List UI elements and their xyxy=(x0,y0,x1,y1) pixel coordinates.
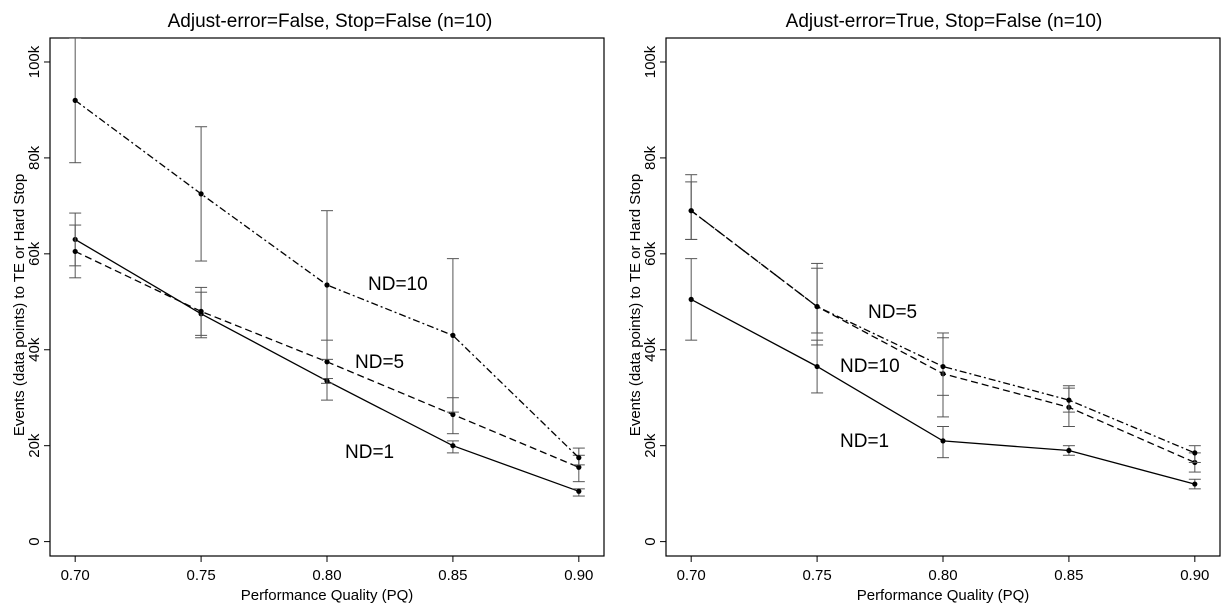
y-tick-label: 80k xyxy=(26,145,43,170)
x-tick-label: 0.70 xyxy=(61,567,90,584)
data-layer xyxy=(685,174,1201,490)
series-line-nd10 xyxy=(74,99,580,459)
series-label-nd5: ND=5 xyxy=(868,302,917,323)
data-point-nd1 xyxy=(814,363,820,370)
data-point-nd10 xyxy=(940,363,946,370)
series-label-nd5: ND=5 xyxy=(355,352,404,373)
x-tick-label: 0.90 xyxy=(1180,567,1209,584)
y-tick-label: 0 xyxy=(26,537,43,545)
right-chart-panel: Adjust-error=True, Stop=False (n=10) 0.70… xyxy=(627,11,1221,604)
chart-title: Adjust-error=False, Stop=False (n=10) xyxy=(168,11,493,32)
x-tick-label: 0.80 xyxy=(312,567,341,584)
y-tick-label: 40k xyxy=(26,337,43,362)
data-point-nd1 xyxy=(688,296,694,302)
data-point-nd10 xyxy=(450,332,456,338)
x-tick-label: 0.80 xyxy=(928,567,957,584)
x-axis-label: Performance Quality (PQ) xyxy=(241,587,414,604)
data-point-nd5 xyxy=(72,248,78,255)
data-point-nd5 xyxy=(324,359,330,365)
data-point-nd1 xyxy=(1192,481,1198,487)
y-axis-label: Events (data points) to TE or Hard Stop xyxy=(627,174,644,436)
series-line-nd10 xyxy=(690,210,1196,454)
data-point-nd10 xyxy=(198,191,204,197)
y-tick-label: 60k xyxy=(642,241,659,266)
data-point-nd1 xyxy=(940,438,946,444)
x-tick-label: 0.85 xyxy=(438,567,467,584)
chart-title: Adjust-error=True, Stop=False (n=10) xyxy=(786,11,1103,32)
data-point-nd10 xyxy=(1192,450,1198,456)
data-point-nd5 xyxy=(198,308,204,314)
y-tick-label: 20k xyxy=(26,433,43,458)
x-tick-label: 0.75 xyxy=(802,567,831,584)
y-tick-label: 100k xyxy=(26,45,43,78)
series-label-nd1: ND=1 xyxy=(840,431,889,452)
y-tick-label: 80k xyxy=(642,145,659,170)
series-label-nd10: ND=10 xyxy=(368,274,428,295)
data-point-nd10 xyxy=(1066,397,1072,403)
left-chart-panel: Adjust-error=False, Stop=False (n=10) 0.7… xyxy=(11,11,605,604)
data-point-nd1 xyxy=(576,488,582,494)
series-label-nd1: ND=1 xyxy=(345,442,394,463)
y-tick-label: 20k xyxy=(642,433,659,458)
x-tick-label: 0.90 xyxy=(564,567,593,584)
data-point-nd1 xyxy=(450,443,456,449)
data-point-nd1 xyxy=(1066,447,1072,454)
y-tick-label: 40k xyxy=(642,337,659,362)
data-point-nd5 xyxy=(576,464,582,470)
plot-frame xyxy=(665,37,1221,557)
y-tick-label: 60k xyxy=(26,241,43,266)
data-point-nd10 xyxy=(324,282,330,288)
y-tick-label: 100k xyxy=(642,45,659,78)
data-point-nd10 xyxy=(688,208,694,214)
x-tick-label: 0.75 xyxy=(186,567,215,584)
data-layer xyxy=(69,38,585,497)
data-point-nd5 xyxy=(450,411,456,418)
x-tick-label: 0.85 xyxy=(1054,567,1083,584)
data-point-nd10 xyxy=(72,97,78,103)
data-point-nd10 xyxy=(814,303,820,310)
x-axis-label: Performance Quality (PQ) xyxy=(857,587,1030,604)
y-axis-label: Events (data points) to TE or Hard Stop xyxy=(11,174,28,436)
y-tick-label: 0 xyxy=(642,537,659,545)
series-label-nd10: ND=10 xyxy=(840,356,900,377)
x-tick-label: 0.70 xyxy=(677,567,706,584)
data-point-nd10 xyxy=(576,455,582,461)
